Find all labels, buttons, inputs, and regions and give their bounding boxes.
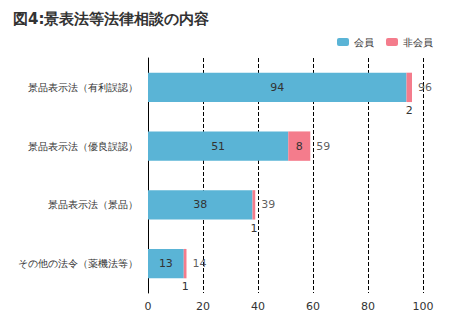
svg-text:38: 38 [193,198,207,211]
svg-text:94: 94 [270,81,284,94]
svg-text:51: 51 [211,140,225,153]
svg-text:96: 96 [418,81,432,94]
svg-text:会員: 会員 [354,37,374,48]
svg-text:59: 59 [316,140,330,153]
svg-text:景品表示法（優良誤認）: 景品表示法（優良誤認） [28,141,138,152]
svg-text:景品表示法（有利誤認）: 景品表示法（有利誤認） [28,82,138,93]
svg-text:8: 8 [296,140,303,153]
svg-text:1: 1 [250,222,257,235]
svg-text:0: 0 [145,300,152,313]
svg-text:その他の法令（薬機法等）: その他の法令（薬機法等） [18,258,138,269]
svg-text:20: 20 [196,300,210,313]
svg-text:39: 39 [261,198,275,211]
svg-text:景品表示法（景品）: 景品表示法（景品） [48,199,138,210]
svg-text:40: 40 [251,300,265,313]
svg-text:60: 60 [306,300,320,313]
svg-text:2: 2 [406,104,413,117]
svg-text:100: 100 [413,300,434,313]
svg-text:非会員: 非会員 [403,37,433,48]
svg-text:14: 14 [193,257,207,270]
svg-text:80: 80 [361,300,375,313]
svg-text:13: 13 [159,257,173,270]
svg-text:図4:景表法等法律相談の内容: 図4:景表法等法律相談の内容 [13,10,209,28]
svg-text:1: 1 [182,280,189,293]
